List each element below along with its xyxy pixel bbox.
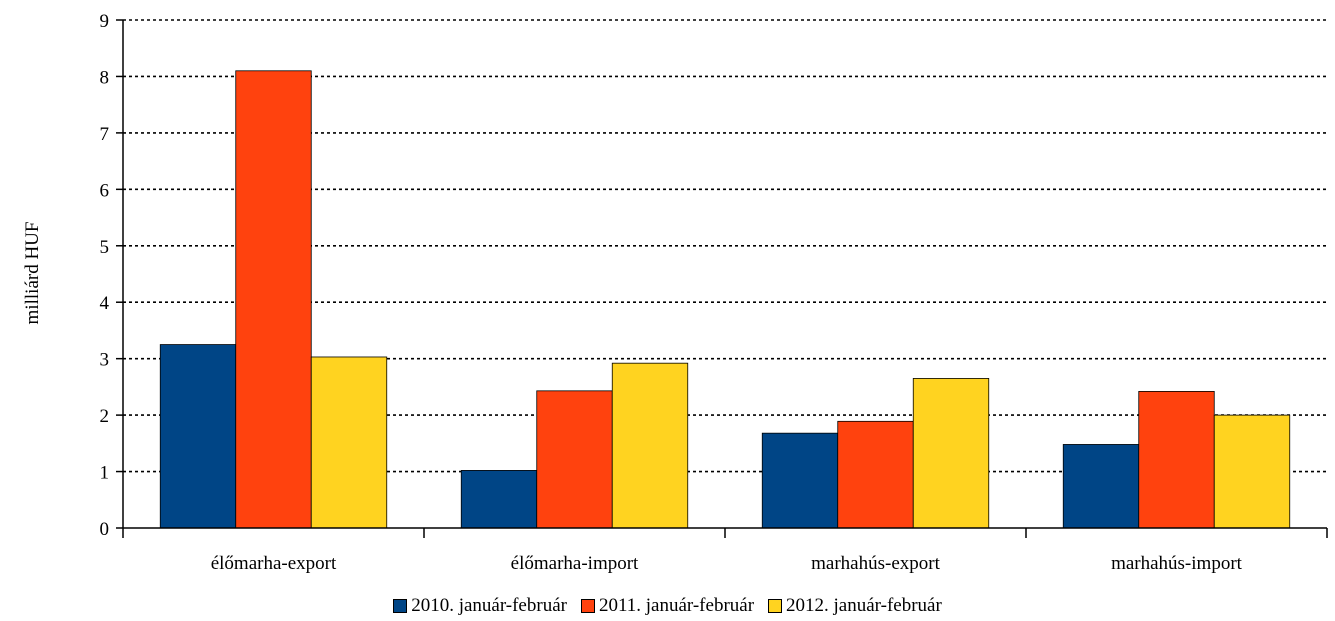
bars	[159, 70, 1291, 529]
bar	[1213, 414, 1291, 529]
y-axis-title: milliárd HUF	[22, 222, 43, 325]
y-tick-label: 2	[100, 406, 110, 427]
bar	[1062, 444, 1140, 529]
y-tick-label: 1	[100, 463, 110, 484]
y-tick-label: 3	[100, 350, 110, 371]
legend-item: 2012. január-február	[768, 595, 942, 617]
bar	[460, 470, 538, 529]
bar	[235, 70, 312, 529]
bar	[912, 378, 990, 529]
legend: 2010. január-február 2011. január-február…	[0, 592, 1335, 620]
legend-label: 2012. január-február	[786, 595, 942, 616]
x-tick-label: élőmarha-import	[511, 553, 639, 574]
legend-label: 2010. január-február	[411, 595, 567, 616]
bar	[536, 390, 613, 529]
y-tick-label: 0	[100, 519, 110, 540]
legend-swatch	[768, 599, 783, 613]
axes: 0 1 2 3 4 5 6 7 8 9 élőmarha-export élőmarha-import…	[100, 11, 1328, 574]
legend-item: 2010. január-február	[393, 595, 567, 617]
bar	[611, 362, 689, 529]
legend-item: 2011. január-február	[580, 595, 755, 617]
y-tick-label: 8	[100, 67, 110, 88]
y-tick-label: 5	[100, 237, 110, 258]
y-tick-label: 6	[100, 180, 110, 201]
bar-chart: 0 1 2 3 4 5 6 7 8 9 élőmarha-export élőmarha-import…	[22, 11, 1328, 574]
legend-swatch	[393, 599, 408, 613]
x-tick-label: marhahús-import	[1111, 553, 1243, 574]
y-tick-label: 4	[100, 293, 110, 314]
bar	[1138, 391, 1215, 529]
bar	[310, 356, 388, 529]
legend-swatch	[580, 599, 595, 613]
y-tick-label: 9	[100, 11, 110, 32]
bar	[837, 420, 914, 529]
bar	[159, 344, 237, 529]
y-tick-label: 7	[100, 124, 110, 145]
x-tick-label: élőmarha-export	[211, 553, 337, 574]
x-tick-label: marhahús-export	[811, 553, 940, 574]
legend-label: 2011. január-február	[598, 595, 755, 616]
bar	[761, 432, 839, 529]
